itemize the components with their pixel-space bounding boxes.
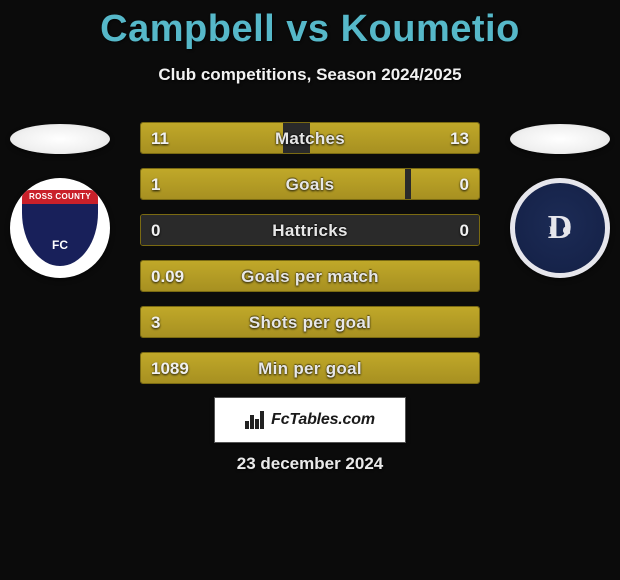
brand-box[interactable]: FcTables.com <box>214 397 406 443</box>
brand-text: FcTables.com <box>271 411 375 429</box>
stat-value-left: 0 <box>151 215 160 245</box>
stat-row: Shots per goal3 <box>140 306 480 338</box>
stat-label: Matches <box>141 123 479 153</box>
stat-value-left: 1089 <box>151 353 189 383</box>
stat-value-left: 3 <box>151 307 160 337</box>
stat-label: Hattricks <box>141 215 479 245</box>
club-badge-left-name: ROSS COUNTY <box>10 192 110 201</box>
stat-label: Min per goal <box>141 353 479 383</box>
stat-value-right: 0 <box>460 169 469 199</box>
stat-label: Goals <box>141 169 479 199</box>
club-badge-right: D FC <box>510 178 610 278</box>
stat-row: Hattricks0 0 <box>140 214 480 246</box>
player-left-column: ROSS COUNTY FC <box>0 124 120 278</box>
comparison-card: Campbell vs Koumetio Club competitions, … <box>0 0 620 580</box>
club-badge-right-sub: FC <box>518 185 608 275</box>
stat-row: Goals1 0 <box>140 168 480 200</box>
stats-panel: Matches1113Goals10Hattricks00Goals per m… <box>140 122 480 398</box>
subtitle: Club competitions, Season 2024/2025 <box>0 65 620 85</box>
stat-value-left: 0.09 <box>151 261 184 291</box>
stat-label: Shots per goal <box>141 307 479 337</box>
player-left-photo-placeholder <box>10 124 110 154</box>
stat-row: Matches11 13 <box>140 122 480 154</box>
stat-row: Min per goal1089 <box>140 352 480 384</box>
club-badge-left: ROSS COUNTY FC <box>10 178 110 278</box>
stat-value-left: 1 <box>151 169 160 199</box>
stat-value-right: 13 <box>450 123 469 153</box>
player-right-column: D FC <box>500 124 620 278</box>
club-badge-left-shield <box>22 190 98 266</box>
page-title: Campbell vs Koumetio <box>0 0 620 51</box>
stat-row: Goals per match0.09 <box>140 260 480 292</box>
club-badge-left-sub: FC <box>10 238 110 252</box>
date-text: 23 december 2024 <box>0 454 620 474</box>
player-right-photo-placeholder <box>510 124 610 154</box>
stat-value-left: 11 <box>151 123 169 153</box>
stat-label: Goals per match <box>141 261 479 291</box>
brand-bars-icon <box>245 411 265 429</box>
stat-value-right: 0 <box>460 215 469 245</box>
